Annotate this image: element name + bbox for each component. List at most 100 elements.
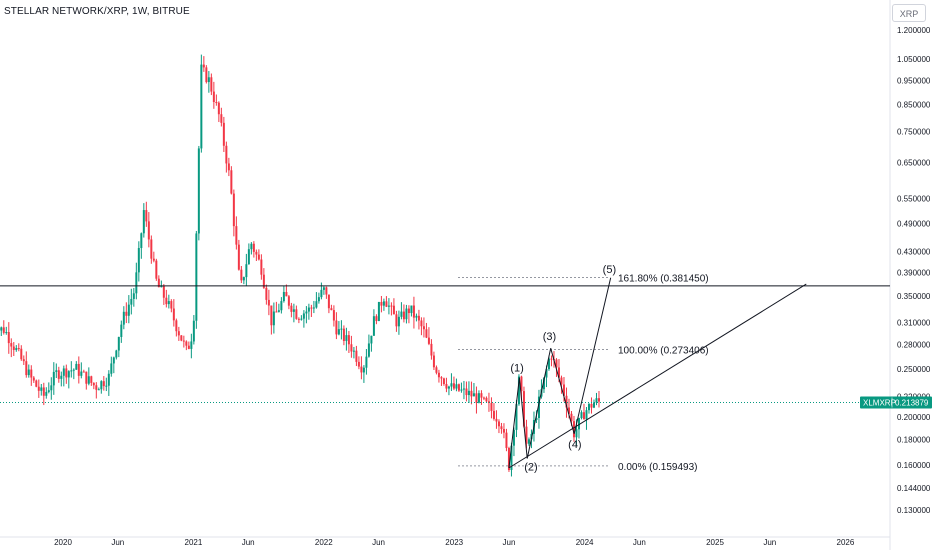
candle-body: [587, 404, 590, 411]
candle-body: [422, 326, 425, 330]
candle-body: [87, 376, 90, 384]
candle-body: [215, 102, 218, 104]
candle-body: [150, 239, 153, 259]
time-axis-label: Jun: [242, 538, 255, 547]
candle-body: [135, 272, 138, 294]
price-axis-label: 0.950000: [897, 76, 931, 85]
candle-body: [562, 384, 565, 396]
candle-body: [315, 301, 318, 308]
candle-body: [65, 368, 68, 378]
candle-body: [197, 148, 200, 234]
candle-body: [227, 163, 230, 171]
price-axis-label: 0.350000: [897, 292, 931, 301]
candle-body: [490, 403, 493, 411]
time-axis-label: Jun: [372, 538, 385, 547]
time-axis-label: 2026: [837, 538, 855, 547]
candle-body: [145, 210, 148, 222]
candle-body: [542, 377, 545, 390]
candle-body: [182, 340, 185, 342]
candle-body: [210, 77, 213, 92]
candle-body: [322, 287, 325, 290]
candle-body: [67, 371, 70, 378]
candle-body: [402, 311, 405, 320]
candle-body: [72, 369, 75, 371]
candle-body: [307, 307, 310, 312]
candle-body: [460, 389, 463, 391]
elliott-wave-path[interactable]: [508, 277, 612, 468]
support-trendline[interactable]: [508, 283, 807, 469]
candle-body: [367, 343, 370, 357]
candle-body: [432, 355, 435, 368]
candle-body: [492, 410, 495, 419]
candle-body: [420, 320, 423, 327]
candle-body: [350, 344, 353, 352]
candle-body: [267, 299, 270, 306]
candle-body: [410, 305, 413, 314]
candle-body: [572, 421, 575, 438]
candle-body: [405, 308, 408, 320]
candle-body: [462, 388, 465, 390]
candle-body: [485, 397, 488, 402]
candle-body: [335, 320, 338, 335]
candle-body: [252, 243, 255, 252]
candle-body: [220, 114, 223, 123]
candle-body: [340, 328, 343, 330]
candle-body: [55, 370, 58, 372]
candle-body: [535, 418, 538, 421]
candle-body: [127, 304, 130, 316]
candle-body: [52, 371, 55, 386]
candle-body: [400, 311, 403, 317]
candle-body: [330, 308, 333, 311]
candle-body: [557, 367, 560, 378]
candle-body: [380, 301, 383, 306]
price-axis-label: 0.650000: [897, 158, 931, 167]
candle-body: [147, 221, 150, 240]
candle-body: [527, 439, 530, 444]
candle-body: [15, 348, 18, 350]
candle-body: [427, 337, 430, 344]
candle-body: [177, 331, 180, 336]
candle-body: [7, 332, 10, 344]
currency-selector-button[interactable]: XRP: [892, 4, 926, 22]
price-axis-label: 0.200000: [897, 413, 931, 422]
price-axis-label: 0.310000: [897, 318, 931, 327]
candle-body: [360, 366, 363, 373]
candle-body: [475, 393, 478, 403]
candle-body: [467, 390, 470, 396]
candle-body: [290, 305, 293, 312]
candle-body: [282, 291, 285, 302]
candle-body: [510, 445, 513, 470]
time-axis-label: 2021: [185, 538, 203, 547]
candle-body: [515, 404, 518, 430]
candle-body: [465, 388, 468, 396]
candle-body: [377, 301, 380, 321]
candle-body: [117, 336, 120, 351]
candle-body: [207, 77, 210, 83]
candle-body: [47, 390, 50, 392]
candle-body: [297, 318, 300, 320]
price-axis-label: 1.050000: [897, 55, 931, 64]
price-axis-label: 1.200000: [897, 26, 931, 35]
candle-body: [512, 429, 515, 446]
candle-body: [240, 269, 243, 281]
candle-body: [10, 343, 13, 347]
candle-body: [85, 371, 88, 384]
candle-body: [162, 286, 165, 298]
candle-body: [180, 335, 183, 341]
candle-body: [70, 370, 73, 372]
candle-body: [392, 305, 395, 315]
candle-body: [112, 357, 115, 364]
candle-body: [102, 381, 105, 387]
price-axis-label: 0.490000: [897, 219, 931, 228]
candle-body: [50, 385, 53, 391]
candle-body: [500, 426, 503, 430]
candle-body: [30, 369, 33, 378]
candle-body: [75, 363, 78, 370]
candle-body: [357, 361, 360, 367]
candle-body: [430, 343, 433, 356]
candle-body: [60, 375, 63, 379]
candle-body: [105, 385, 108, 387]
price-axis-label: 0.144000: [897, 484, 931, 493]
price-axis-label: 0.160000: [897, 461, 931, 470]
